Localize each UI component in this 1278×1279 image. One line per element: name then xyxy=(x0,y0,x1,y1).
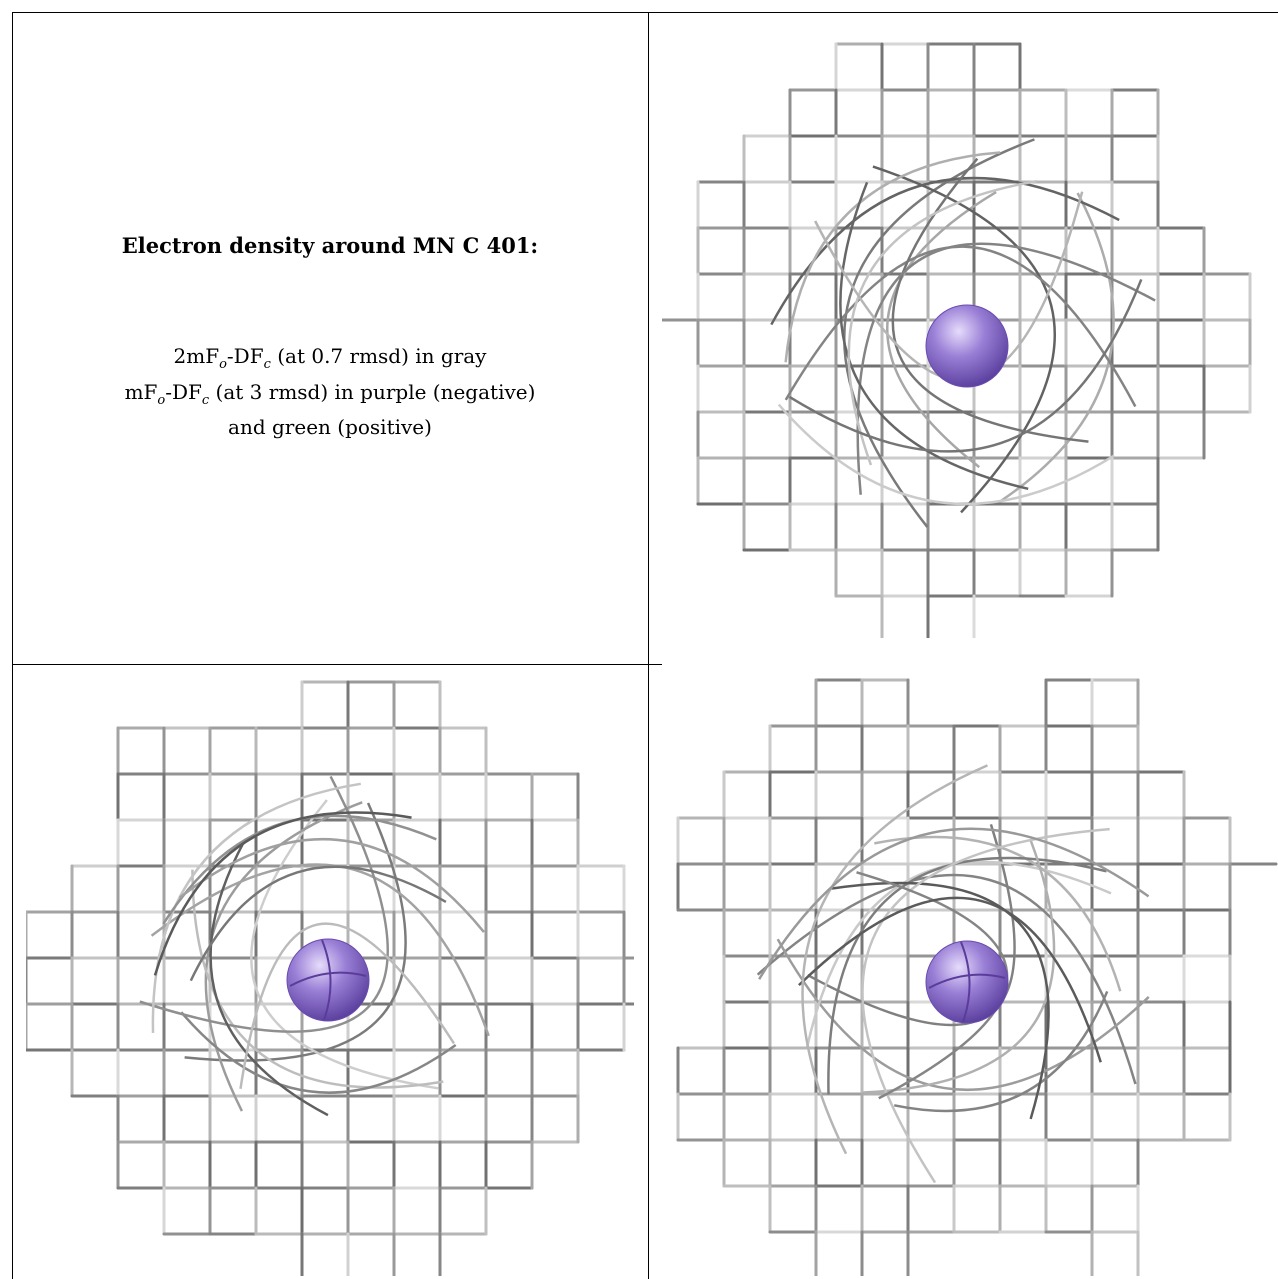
density-mesh-bottom-right xyxy=(676,678,1278,1276)
density-mesh-top-right xyxy=(662,42,1252,638)
mesh-lines xyxy=(676,678,1278,1276)
caption-line-3: and green (positive) xyxy=(228,415,432,440)
caption-line-2: mFo-DFc (at 3 rmsd) in purple (negative) xyxy=(124,379,536,408)
figure-grid: Electron density around MN C 401: 2mFo-D… xyxy=(12,12,1278,1279)
density-mesh-bottom-left xyxy=(26,680,634,1276)
frame-middle-horizontal xyxy=(12,664,662,665)
caption-title: Electron density around MN C 401: xyxy=(121,232,539,258)
mn-atom xyxy=(925,304,1009,388)
view-bottom-right xyxy=(662,666,1278,1276)
caption-panel: Electron density around MN C 401: 2mFo-D… xyxy=(12,12,648,664)
view-top-right xyxy=(662,28,1278,638)
mn-atom xyxy=(286,938,370,1022)
mesh-lines xyxy=(26,680,634,1276)
frame-top xyxy=(12,12,1278,13)
view-bottom-left xyxy=(26,666,634,1276)
caption-line-1: 2mFo-DFc (at 0.7 rmsd) in gray xyxy=(173,343,487,372)
frame-left xyxy=(12,12,13,1279)
frame-middle-vertical xyxy=(648,12,649,1279)
mn-atom xyxy=(925,940,1009,1024)
